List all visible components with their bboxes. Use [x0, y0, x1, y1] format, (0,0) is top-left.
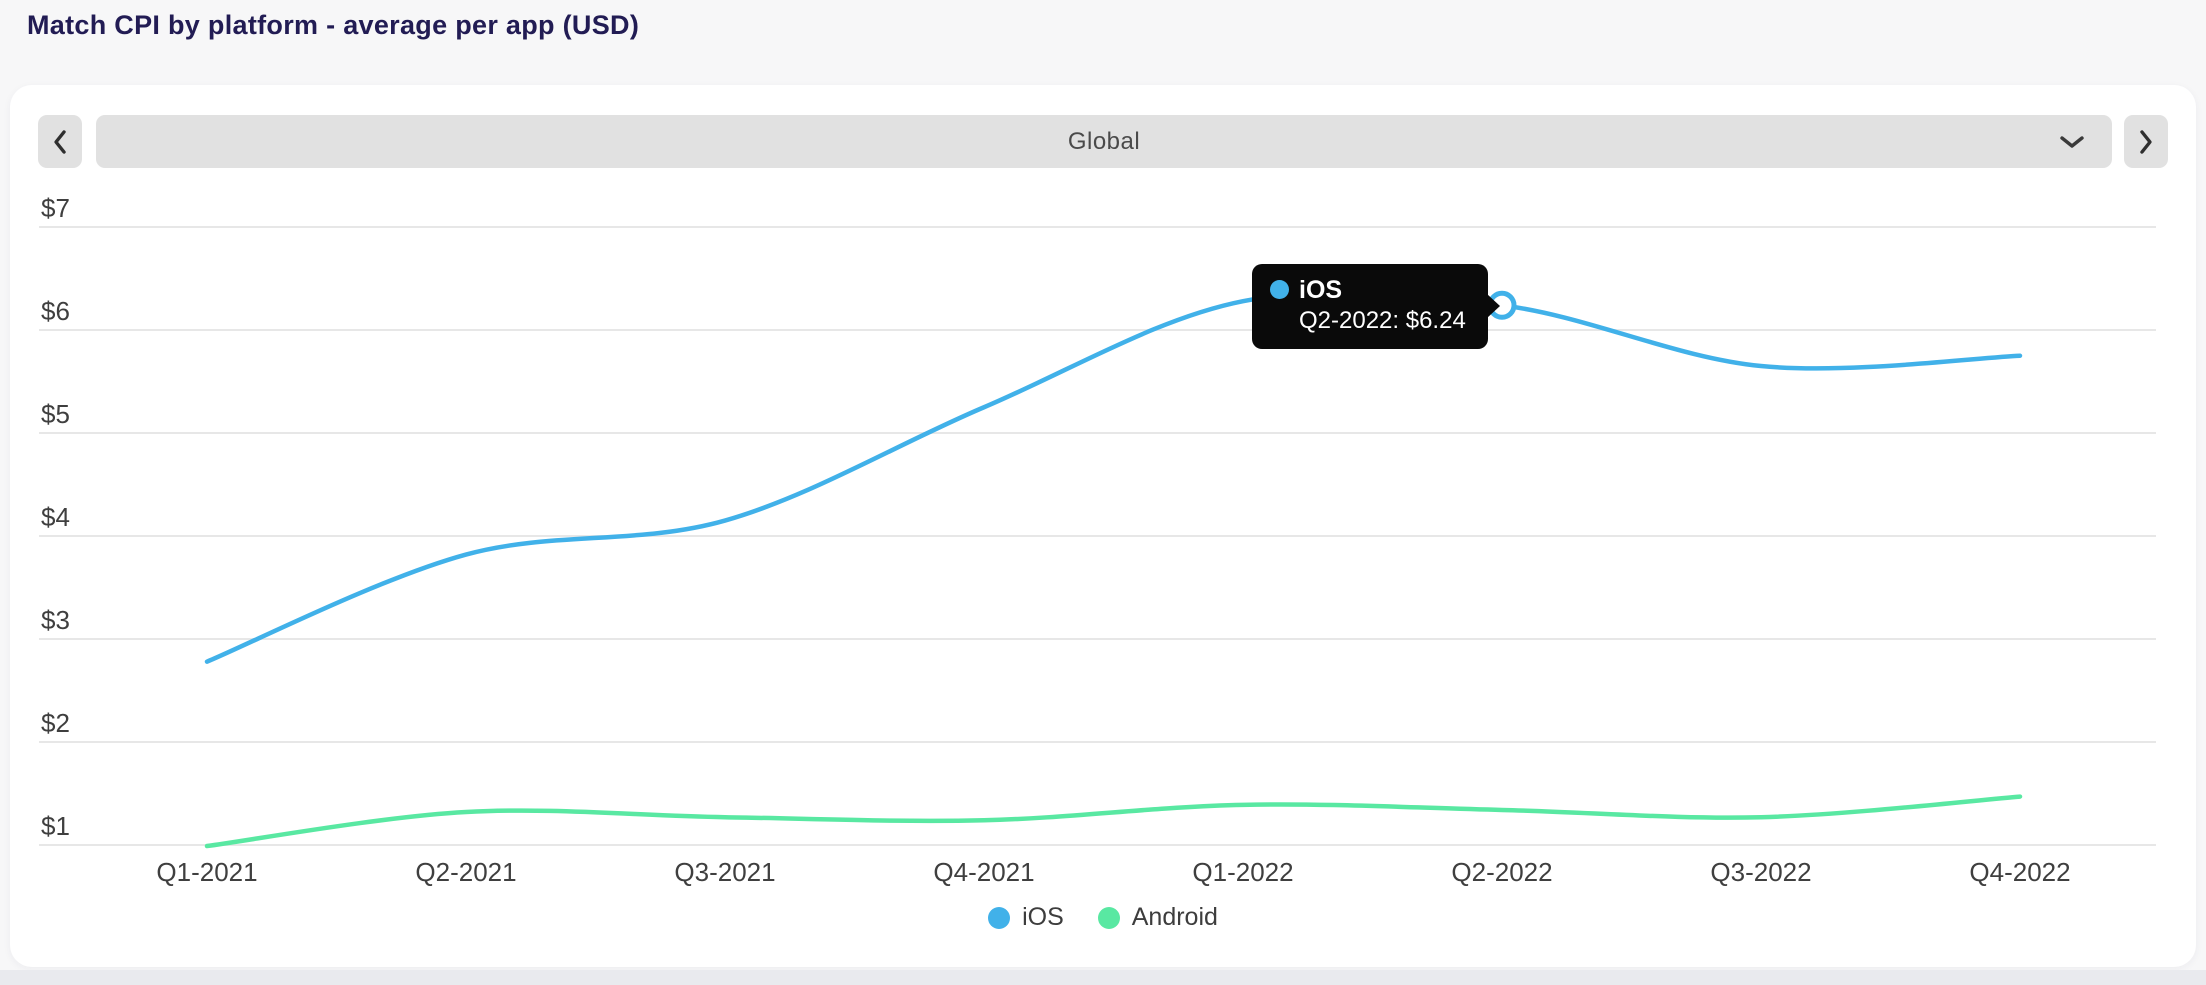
- legend-dot: [1097, 906, 1120, 929]
- series-line-ios: [204, 289, 2023, 664]
- x-tick-label: Q1-2022: [1192, 857, 1293, 887]
- legend-label: iOS: [1022, 903, 1064, 931]
- x-tick-label: Q4-2022: [1969, 857, 2070, 887]
- x-tick-label: Q2-2022: [1451, 857, 1552, 887]
- y-tick-label: $3: [41, 605, 70, 635]
- y-tick-label: $4: [41, 502, 70, 532]
- x-tick-label: Q4-2021: [933, 857, 1034, 887]
- legend-dot: [988, 906, 1011, 929]
- tooltip-value: Q2-2022: $6.24: [1299, 306, 1466, 334]
- x-tick-label: Q3-2021: [674, 857, 775, 887]
- y-tick-label: $1: [41, 811, 70, 841]
- chevron-left-icon: [54, 129, 66, 154]
- chart-card: Global $1 $2 $3 $4 $5 $6 $7 Q1-2021 Q2-2021 Q3-20…: [10, 85, 2196, 967]
- y-tick-label: $6: [41, 296, 70, 326]
- region-selector[interactable]: Global: [96, 115, 2112, 168]
- chevron-down-icon: [2060, 135, 2084, 148]
- page-title: Match CPI by platform - average per app …: [27, 10, 640, 40]
- next-region-button[interactable]: [2124, 115, 2168, 168]
- x-tick-label: Q3-2022: [1710, 857, 1811, 887]
- region-selector-value: Global: [1067, 127, 1141, 155]
- prev-region-button[interactable]: [38, 115, 82, 168]
- legend-item-android[interactable]: Android: [1097, 903, 1218, 932]
- tooltip-series-name: iOS: [1299, 275, 1343, 304]
- tooltip-series-dot: [1270, 280, 1289, 300]
- legend-item-ios[interactable]: iOS: [988, 903, 1064, 932]
- footer-strip: [0, 970, 2206, 985]
- x-tick-label: Q1-2021: [156, 857, 257, 887]
- chevron-right-icon: [2140, 129, 2152, 154]
- x-tick-label: Q2-2021: [415, 857, 516, 887]
- y-tick-label: $5: [41, 399, 70, 429]
- y-tick-label: $2: [41, 708, 70, 738]
- y-tick-label: $7: [41, 193, 70, 223]
- series-line-android: [204, 794, 2023, 849]
- tooltip: iOS Q2-2022: $6.24: [1252, 263, 1488, 349]
- cpi-line-chart[interactable]: $1 $2 $3 $4 $5 $6 $7 Q1-2021 Q2-2021 Q3-2021 Q4-20…: [10, 85, 2196, 971]
- legend-label: Android: [1131, 903, 1218, 931]
- legend: iOS Android: [10, 903, 2196, 932]
